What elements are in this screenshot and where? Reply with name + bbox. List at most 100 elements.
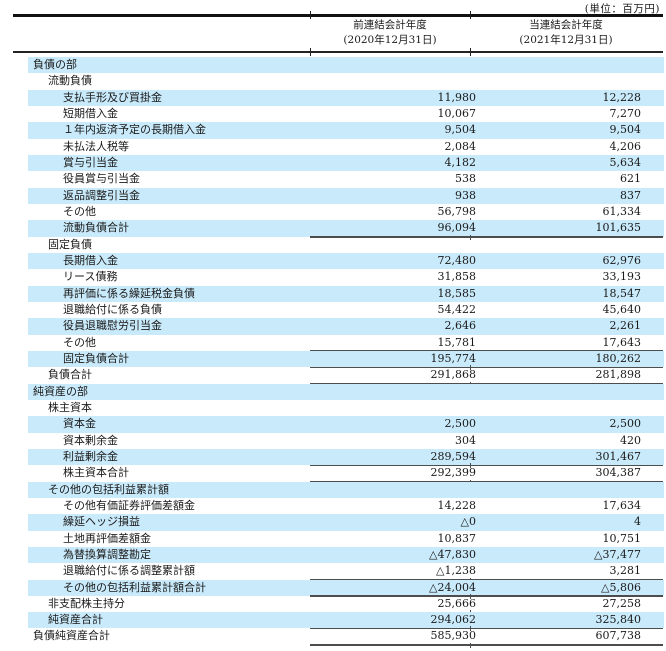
account-label: その他の包括利益累計額: [48, 482, 169, 496]
total-underline-tick: [470, 593, 471, 599]
account-label: 短期借入金: [63, 106, 118, 120]
prev-year-value: 56,798: [437, 204, 477, 218]
curr-year-value: △5,806: [601, 580, 641, 594]
prev-year-value: 18,585: [437, 286, 477, 300]
table-row: 短期借入金 10,067 7,270: [28, 106, 664, 122]
prev-year-value: 289,594: [430, 449, 477, 463]
table-row: 負債純資産合計 585,930 607,738: [28, 628, 664, 648]
curr-year-value: 180,262: [595, 351, 642, 365]
table-row: 流動負債: [28, 73, 664, 89]
column-divider-tick: [310, 48, 312, 56]
account-label: 役員賞与引当金: [63, 172, 140, 186]
account-label: 株主資本合計: [63, 466, 129, 480]
account-label: 株主資本: [48, 400, 92, 414]
table-row: その他の包括利益累計額合計 △24,004 △5,806: [28, 579, 664, 599]
curr-year-value: 17,634: [602, 498, 642, 512]
curr-year-value: △37,477: [594, 547, 641, 561]
table-body: 負債の部 流動負債 支払手形及び買掛金 11,980 12,228 短期借入金 …: [28, 57, 664, 648]
account-label: 資本剰余金: [63, 433, 118, 447]
account-label: 純資産の部: [33, 384, 88, 398]
account-label: 為替換算調整勘定: [63, 547, 151, 561]
prev-year-value: 2,500: [444, 417, 477, 431]
account-label: 賞与引当金: [63, 155, 118, 169]
table-row: その他 56,798 61,334: [28, 204, 664, 224]
table-row: 流動負債合計 96,094 101,635: [28, 220, 664, 240]
account-label: 資本金: [63, 417, 96, 431]
column-divider-tick: [310, 11, 312, 19]
account-label: 固定負債合計: [63, 351, 129, 365]
prev-year-value: 938: [455, 188, 476, 202]
curr-period-header: 当連結会計年度 (2021年12月31日): [470, 18, 662, 48]
account-label: その他の包括利益累計額合計: [63, 580, 206, 594]
table-row: その他有価証券評価差額金 14,228 17,634: [28, 498, 664, 514]
account-label: 純資産合計: [48, 613, 103, 627]
account-label: 繰延ヘッジ損益: [63, 515, 140, 529]
table-row: 退職給付に係る調整累計額 △1,238 3,281: [28, 563, 664, 583]
curr-period-title: 当連結会計年度: [529, 19, 603, 31]
table-row: 負債の部: [28, 57, 664, 74]
prev-year-value: 96,094: [437, 221, 477, 235]
curr-year-value: 17,643: [602, 335, 642, 349]
account-label: 流動負債合計: [63, 221, 129, 235]
account-label: その他: [63, 204, 96, 218]
total-underline-tick: [470, 642, 471, 648]
account-label: 再評価に係る繰延税金負債: [63, 286, 195, 300]
account-label: 返品調整引当金: [63, 188, 140, 202]
prev-year-value: 291,868: [430, 368, 477, 382]
prev-period-date: (2020年12月31日): [343, 34, 437, 46]
table-row: 株主資本: [28, 400, 664, 416]
curr-year-value: 420: [620, 433, 641, 447]
curr-year-value: 5,634: [609, 155, 642, 169]
curr-year-value: 607,738: [595, 629, 642, 643]
table-row: 固定負債合計 195,774 180,262: [28, 350, 664, 371]
curr-year-value: 45,640: [602, 302, 642, 316]
curr-year-value: 62,976: [602, 253, 642, 267]
prev-year-value: 15,781: [437, 335, 477, 349]
table-row: 非支配株主持分 25,666 27,258: [28, 596, 664, 616]
prev-year-value: △47,830: [429, 547, 476, 561]
curr-year-value: 325,840: [595, 613, 642, 627]
account-label: 非支配株主持分: [48, 596, 125, 610]
prev-year-value: 2,646: [444, 319, 477, 333]
unit-label: (単位：百万円): [584, 3, 660, 15]
curr-year-value: 101,635: [595, 221, 642, 235]
table-row: 役員賞与引当金 538 621: [28, 171, 664, 187]
table-row: 純資産の部: [28, 383, 664, 400]
table-row: 賞与引当金 4,182 5,634: [28, 154, 664, 172]
curr-year-value: 9,504: [609, 123, 642, 137]
curr-year-value: 4: [634, 515, 641, 529]
column-divider-tick: [470, 48, 472, 56]
account-label: その他: [63, 335, 96, 349]
prev-year-value: 11,980: [437, 90, 477, 104]
table-row: 資本金 2,500 2,500: [28, 416, 664, 433]
prev-year-value: 2,084: [444, 139, 477, 153]
table-row: 返品調整引当金 938 837: [28, 187, 664, 204]
curr-year-value: 304,387: [595, 466, 642, 480]
prev-year-value: 54,422: [437, 302, 477, 316]
account-label: 支払手形及び買掛金: [63, 90, 162, 104]
account-label: 固定負債: [48, 237, 92, 251]
table-row: 利益剰余金 289,594 301,467: [28, 448, 664, 469]
table-row: 負債合計 291,868 281,898: [28, 367, 664, 387]
table-row: その他 15,781 17,643: [28, 335, 664, 354]
prev-year-value: 72,480: [437, 253, 477, 267]
account-label: 負債の部: [33, 58, 77, 71]
prev-year-value: 292,399: [430, 466, 477, 480]
table-row: 固定負債: [28, 237, 664, 253]
prev-year-value: △0: [460, 515, 476, 529]
curr-year-value: 12,228: [602, 90, 642, 104]
table-row: 純資産合計 294,062 325,840: [28, 612, 664, 632]
total-underline-tick: [470, 463, 471, 469]
curr-period-date: (2021年12月31日): [519, 34, 613, 46]
table-row: 未払法人税等 2,084 4,206: [28, 139, 664, 155]
table-row: 土地再評価差額金 10,837 10,751: [28, 531, 664, 547]
account-label: 土地再評価差額金: [63, 531, 151, 545]
total-underline: [310, 366, 663, 369]
prev-year-value: 195,774: [430, 351, 477, 365]
account-label: 負債純資産合計: [33, 629, 110, 643]
table-row: 長期借入金 72,480 62,976: [28, 252, 664, 270]
curr-year-value: 2,500: [609, 417, 642, 431]
total-underline: [310, 236, 663, 238]
total-underline: [310, 595, 663, 597]
